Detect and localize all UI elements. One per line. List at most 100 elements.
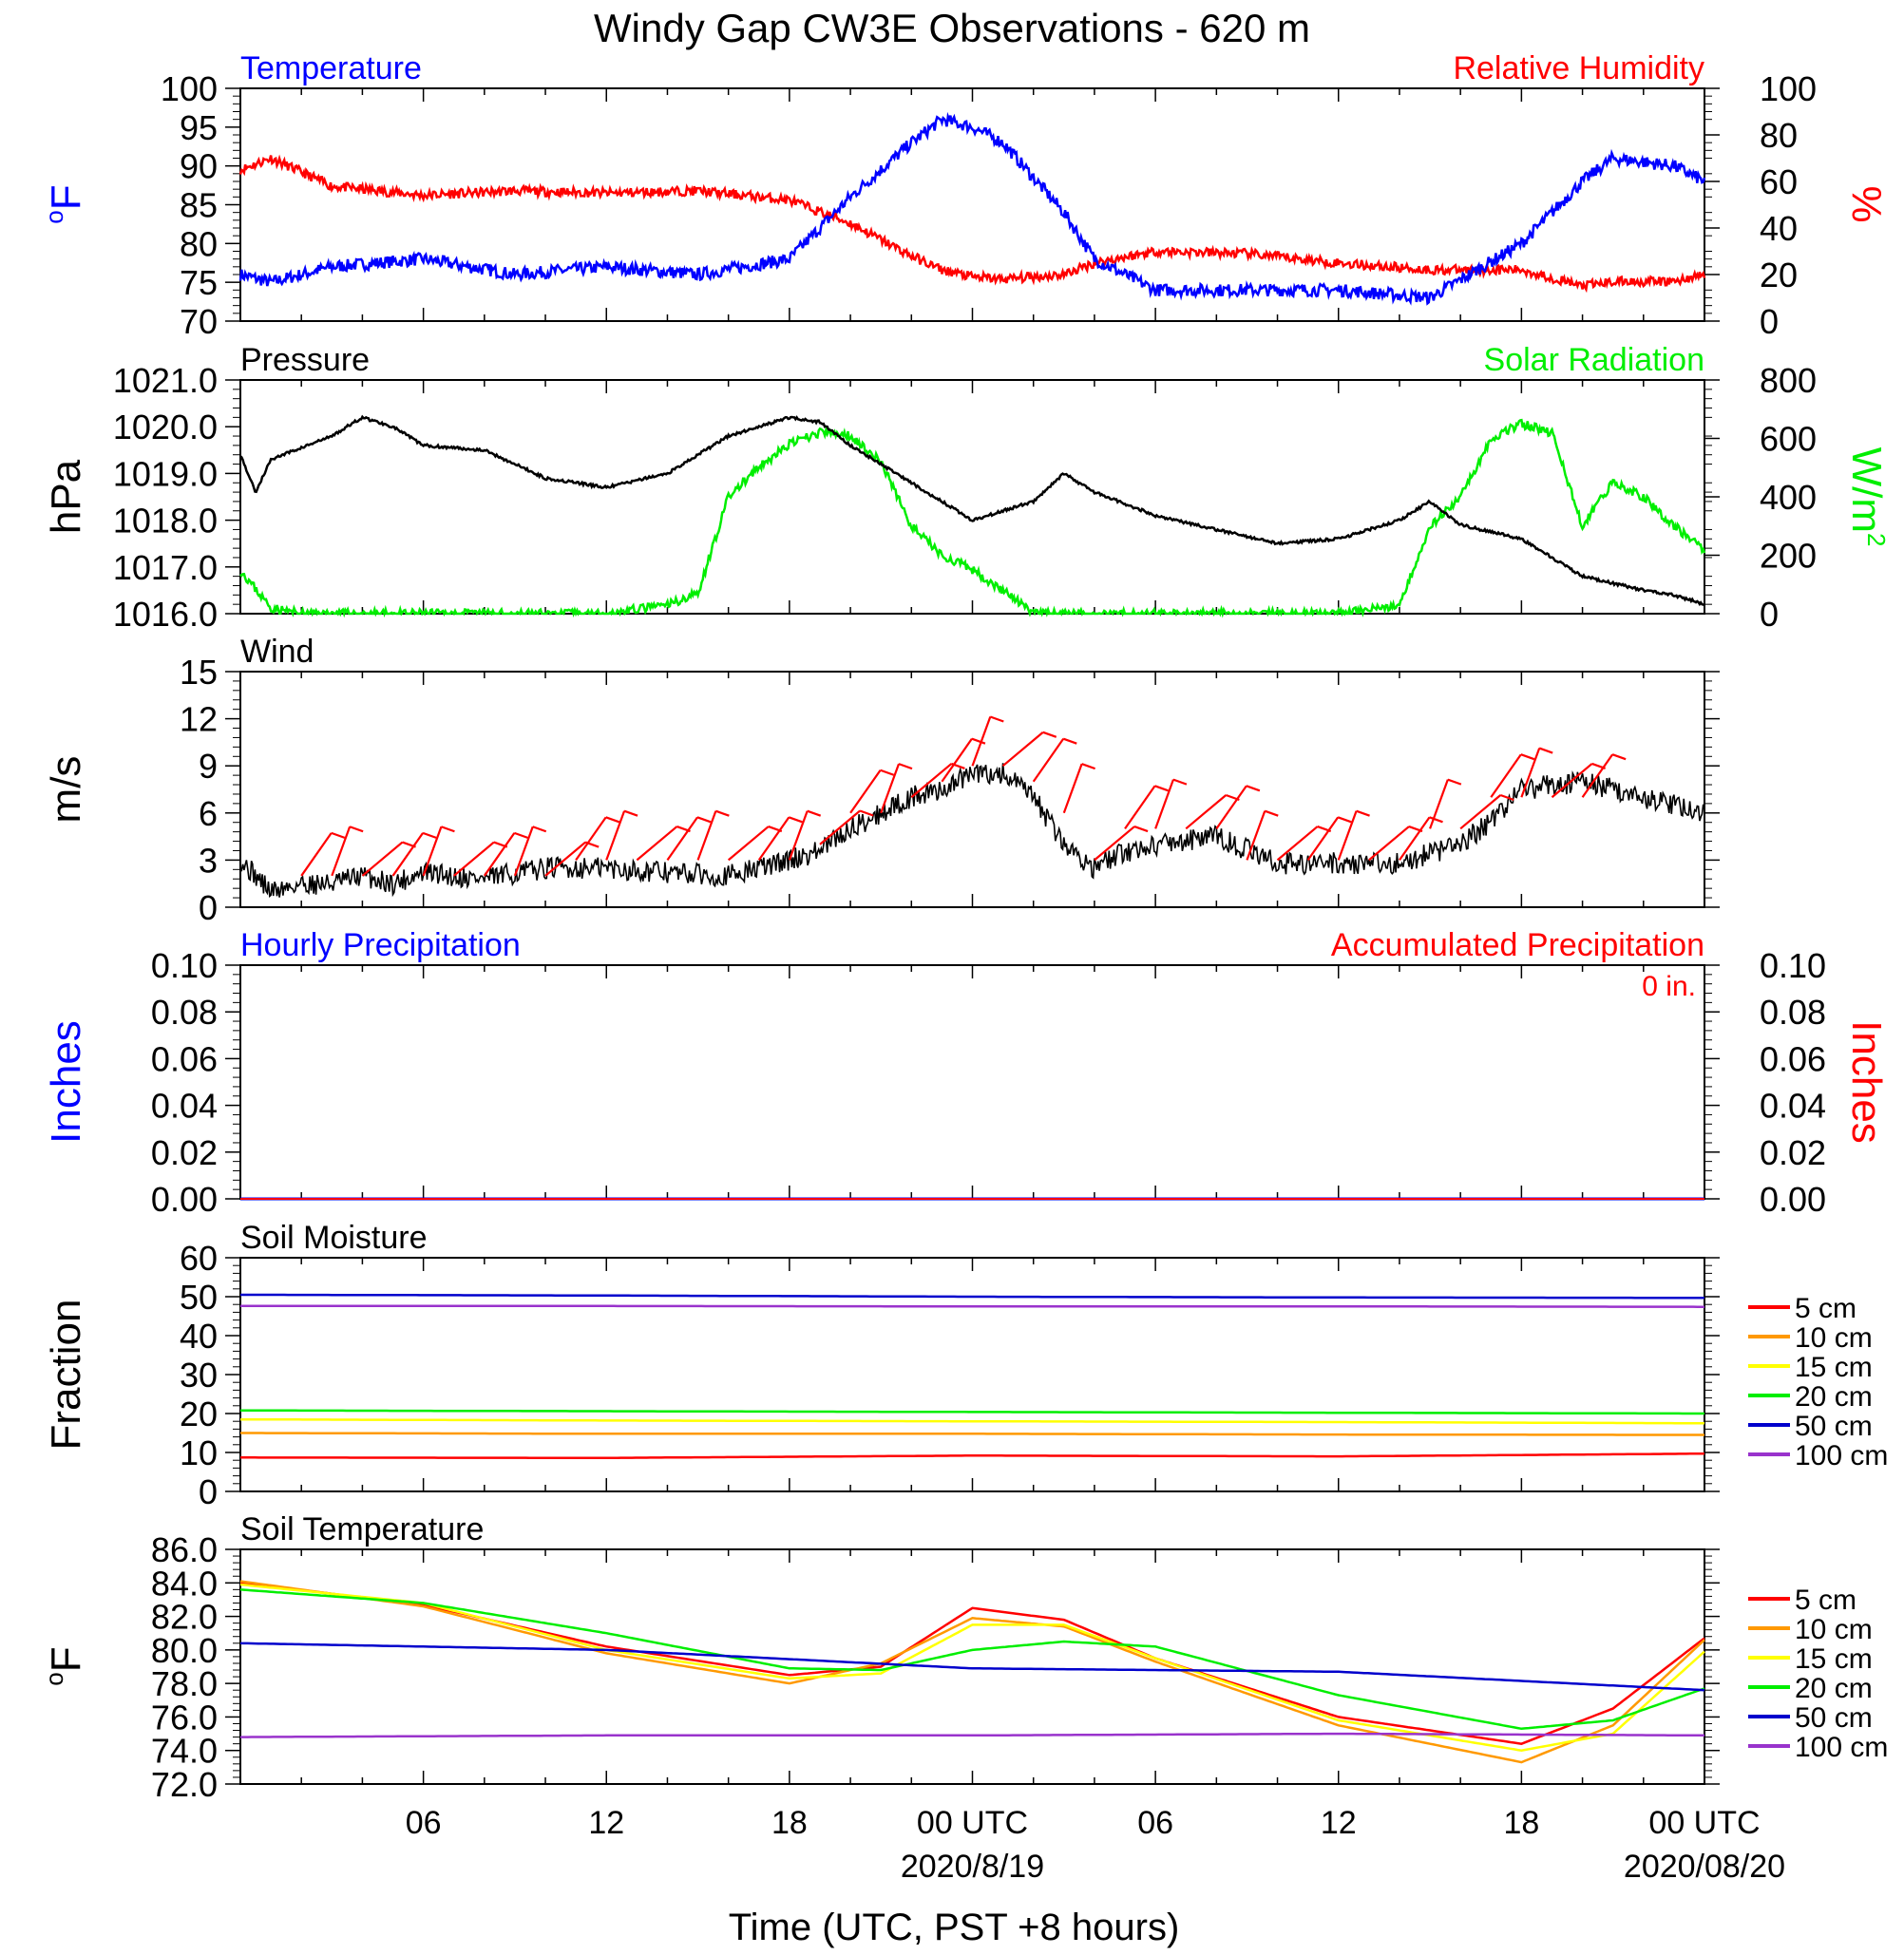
- wind-barb-flag: [1172, 778, 1188, 786]
- y-tick-label: 30: [180, 1356, 218, 1395]
- wind-barb-flag: [1081, 763, 1095, 770]
- y-tick-label: 1018.0: [113, 502, 218, 541]
- wind-barb-flag: [1246, 785, 1261, 792]
- y-tick-label: 74.0: [151, 1732, 218, 1771]
- wind-barb-staff: [727, 826, 770, 862]
- wind-barb-flag: [1611, 753, 1627, 761]
- soil-moisture-line: [240, 1432, 1704, 1436]
- wind-barb: [513, 826, 547, 877]
- x-tick-label: 06: [1137, 1805, 1173, 1841]
- y-right-tick-label: 0: [1760, 302, 1779, 341]
- y-tick-label: 1019.0: [113, 454, 218, 493]
- y-right-tick-label: 600: [1760, 420, 1817, 459]
- wind-barb-staff: [1154, 779, 1174, 829]
- y-tick-label: 1021.0: [113, 361, 218, 400]
- wind-barb-staff: [880, 763, 901, 814]
- wind-barb-flag: [422, 831, 437, 839]
- y-axis-label-right: W/m2: [1843, 447, 1891, 547]
- legend-label: 5 cm: [1795, 1585, 1856, 1616]
- y-right-tick-label: 0.06: [1760, 1039, 1826, 1078]
- legend-label: 20 cm: [1795, 1381, 1873, 1413]
- soil-temperature-line: [239, 1583, 1705, 1752]
- y-axis-label-left: Fraction: [43, 1300, 89, 1451]
- x-tick-label: 12: [588, 1805, 624, 1841]
- panel-3: 15 12 9 6 3 0 Wind m/s: [43, 634, 1720, 927]
- wind-barb: [575, 816, 620, 862]
- wind-barb-flag: [788, 816, 803, 824]
- panel-title-right: Relative Humidity: [1453, 50, 1704, 86]
- y-axis-label-right: Inches: [1843, 1020, 1890, 1144]
- wind-barb: [1490, 753, 1535, 798]
- wind-barb-flag: [1429, 816, 1443, 824]
- y-right-tick-label: 0.02: [1760, 1133, 1826, 1172]
- y-tick-label: 40: [180, 1317, 218, 1356]
- wind-barb-staff: [849, 769, 882, 814]
- y-tick-label: 1017.0: [113, 548, 218, 587]
- panel-4: 0.10 0.08 0.06 0.04 0.02 0.00 0.10 0.08 0.06 0.04…: [43, 927, 1890, 1219]
- wind-barb: [1306, 816, 1352, 862]
- solar-series-line: [239, 418, 1706, 618]
- y-tick-label: 12: [180, 700, 218, 739]
- y-axis-label-right: %: [1843, 185, 1890, 222]
- wind-barb-staff: [666, 816, 698, 862]
- y-tick-label: 85: [180, 186, 218, 225]
- wind-barb: [1001, 731, 1057, 768]
- y-tick-label: 50: [180, 1278, 218, 1317]
- wind-barb: [453, 841, 508, 877]
- soil-moisture-line: [240, 1417, 1705, 1425]
- y-axis-label-left: m/s: [43, 756, 89, 824]
- legend-label: 5 cm: [1795, 1293, 1856, 1324]
- wind-barb-staff: [453, 841, 495, 877]
- wind-barb-staff: [422, 826, 443, 877]
- wind-barb: [819, 809, 874, 845]
- wind-barb-staff: [1185, 794, 1228, 830]
- wind-barb-flag: [514, 831, 528, 839]
- wind-barb-flag: [1154, 785, 1169, 792]
- wind-barb: [1094, 826, 1149, 862]
- precip-total-annotation: 0 in.: [1642, 971, 1696, 1002]
- wind-barb-flag: [532, 826, 547, 833]
- wind-barb-staff: [696, 810, 717, 861]
- wind-barb: [1032, 737, 1077, 783]
- panel-title-left: Temperature: [240, 50, 422, 86]
- y-tick-label: 9: [199, 747, 218, 786]
- wind-barb-staff: [788, 810, 809, 861]
- wind-barb-flag: [1447, 778, 1462, 786]
- wind-barb-staff: [1276, 826, 1319, 862]
- wind-barb-staff: [1246, 810, 1266, 861]
- y-tick-label: 72.0: [151, 1765, 218, 1804]
- superscript: 2: [1862, 533, 1891, 546]
- wind-barb: [331, 826, 364, 877]
- wind-barb: [941, 737, 986, 783]
- panel-title-right: Solar Radiation: [1484, 342, 1704, 378]
- panel-title-left: Pressure: [240, 342, 370, 378]
- wind-barb-staff: [1062, 763, 1083, 814]
- panel-title-left: Hourly Precipitation: [240, 927, 521, 963]
- wind-barb-flag: [1356, 809, 1370, 817]
- wind-barb-flag: [1337, 816, 1352, 824]
- wind-barb: [391, 831, 437, 877]
- wind-barb-staff: [757, 816, 790, 862]
- wind-barb-staff: [636, 826, 678, 862]
- figure-title: Windy Gap CW3E Observations - 620 m: [594, 6, 1310, 50]
- wind-barb-staff: [1215, 785, 1247, 829]
- soil-temperature-line: [239, 1582, 1705, 1745]
- y-tick-label: 20: [180, 1395, 218, 1433]
- wind-barb: [1124, 785, 1169, 829]
- y-right-tick-label: 200: [1760, 537, 1817, 576]
- wind-barb-staff: [1337, 810, 1358, 861]
- soil-temperature-line: [240, 1732, 1704, 1738]
- soil-temperature-line: [239, 1588, 1705, 1731]
- y-tick-label: 80: [180, 224, 218, 263]
- legend-label: 15 cm: [1795, 1352, 1873, 1383]
- wind-barb: [1185, 793, 1240, 830]
- wind-barb-staff: [971, 716, 992, 767]
- wind-barb-flag: [1062, 737, 1077, 745]
- y-axis-label-left: Inches: [43, 1020, 89, 1144]
- wind-barb-flag: [696, 816, 712, 824]
- wind-barb-staff: [1459, 794, 1502, 830]
- wind-barb-flag: [1133, 826, 1149, 833]
- wind-barb-staff: [1306, 816, 1340, 862]
- soil-moisture-line: [240, 1304, 1704, 1308]
